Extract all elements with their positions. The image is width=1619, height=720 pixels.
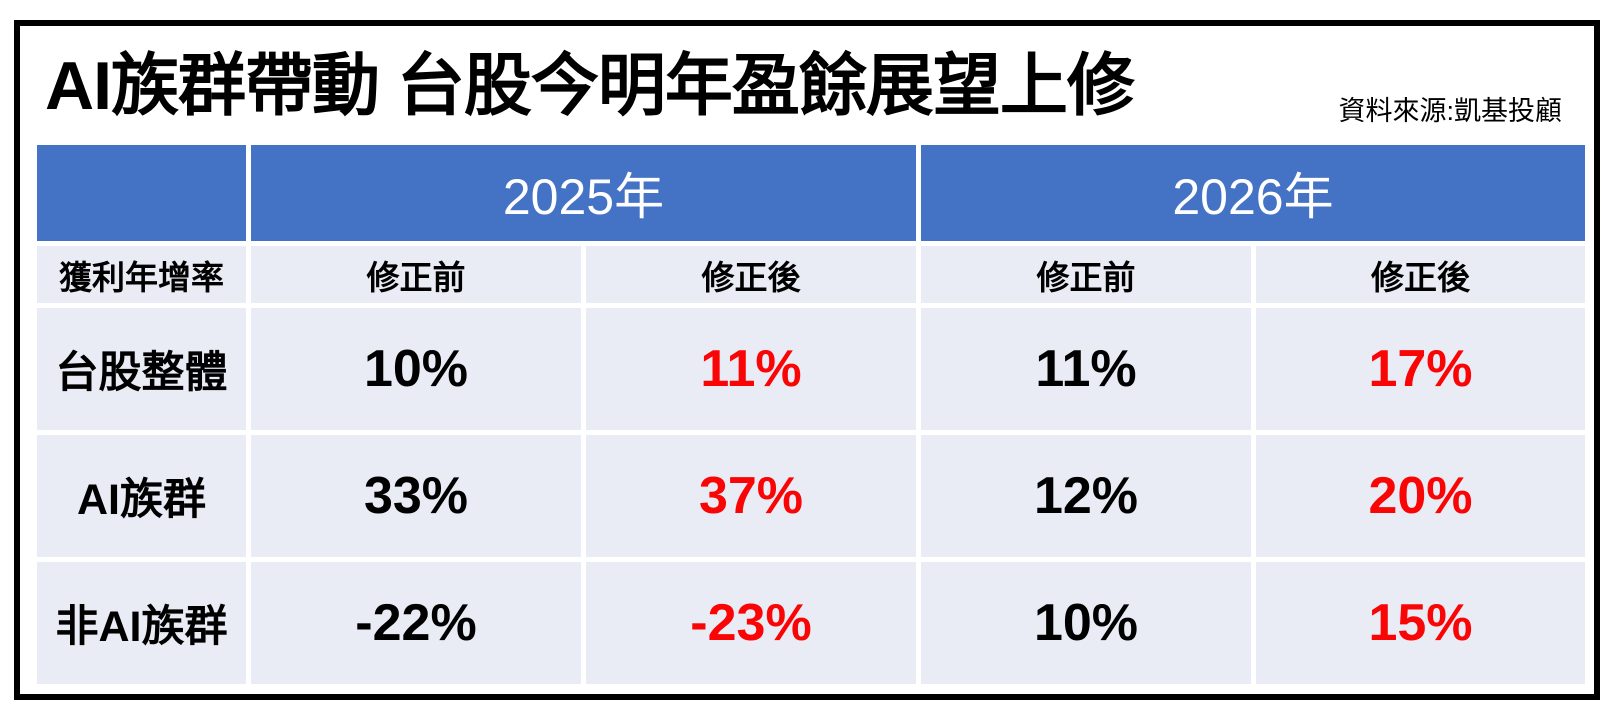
row-header-label: 獲利年增率 xyxy=(37,246,246,303)
row-label-ai-group: AI族群 xyxy=(37,435,246,557)
value-cell: 15% xyxy=(1256,562,1585,684)
value-cell: -23% xyxy=(586,562,916,684)
col-header-2025-before: 修正前 xyxy=(251,246,581,303)
col-header-2026-after: 修正後 xyxy=(1256,246,1585,303)
value-cell: 11% xyxy=(921,308,1251,430)
value-cell: 20% xyxy=(1256,435,1585,557)
value-cell: 11% xyxy=(586,308,916,430)
value-cell: 10% xyxy=(921,562,1251,684)
row-label-taiwan-overall: 台股整體 xyxy=(37,308,246,430)
outer-frame: AI族群帶動 台股今明年盈餘展望上修 資料來源:凱基投顧 2025年 2026年… xyxy=(14,20,1600,700)
year-header-2025: 2025年 xyxy=(251,145,916,241)
value-cell: 12% xyxy=(921,435,1251,557)
col-header-2026-before: 修正前 xyxy=(921,246,1251,303)
year-header-2026: 2026年 xyxy=(921,145,1585,241)
value-cell: -22% xyxy=(251,562,581,684)
source-note: 資料來源:凱基投顧 xyxy=(1338,96,1562,126)
table-corner-blank xyxy=(37,145,246,241)
title-bar: AI族群帶動 台股今明年盈餘展望上修 資料來源:凱基投顧 xyxy=(20,26,1594,128)
col-header-2025-after: 修正後 xyxy=(586,246,916,303)
page-title: AI族群帶動 台股今明年盈餘展望上修 xyxy=(45,48,1135,124)
value-cell: 33% xyxy=(251,435,581,557)
value-cell: 17% xyxy=(1256,308,1585,430)
value-cell: 10% xyxy=(251,308,581,430)
value-cell: 37% xyxy=(586,435,916,557)
earnings-revision-table: 2025年 2026年 獲利年增率 修正前 修正後 修正前 修正後 台股整體 1… xyxy=(37,145,1585,684)
row-label-non-ai-group: 非AI族群 xyxy=(37,562,246,684)
